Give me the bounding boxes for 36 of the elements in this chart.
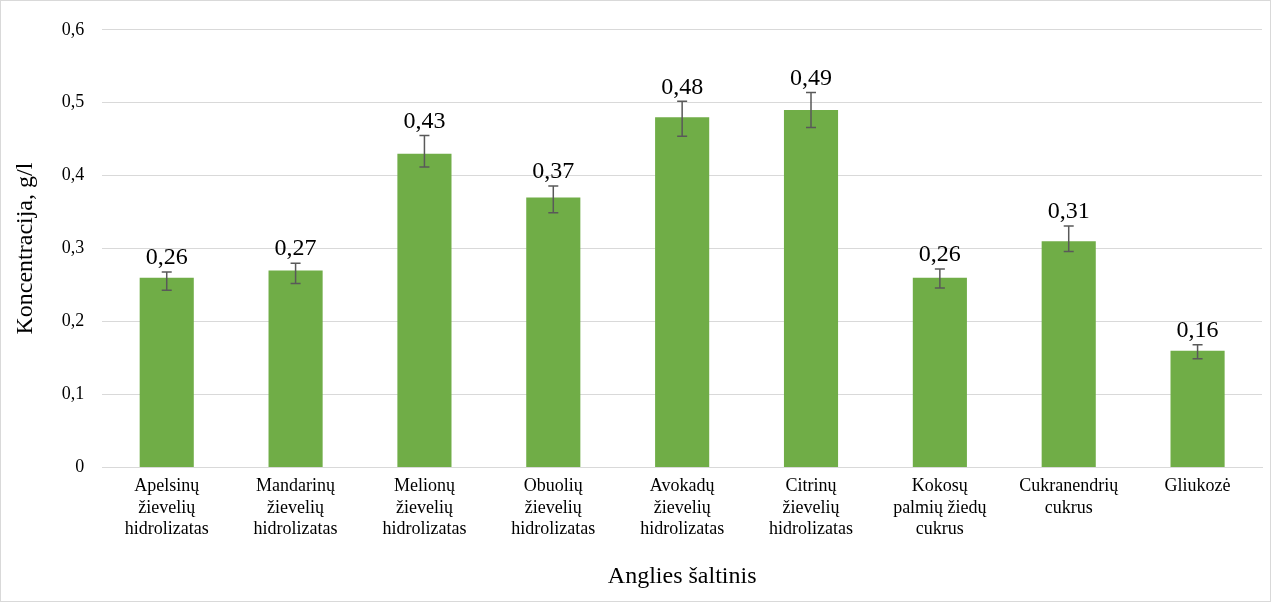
x-tick-label: Mandarinų žievelių hidrolizatas [253, 474, 338, 539]
y-axis-title: Koncentracija, g/l [10, 162, 37, 335]
data-label: 0,16 [1176, 316, 1219, 343]
x-tick-label: Obuolių žievelių hidrolizatas [511, 474, 596, 539]
bar [783, 110, 839, 467]
x-tick-label: Melionų žievelių hidrolizatas [382, 474, 467, 539]
data-label: 0,43 [403, 106, 446, 133]
data-label: 0,49 [790, 63, 833, 90]
data-label: 0,26 [145, 243, 188, 270]
x-tick-label: Gliukozė [1164, 474, 1231, 495]
y-tick-label: 0,2 [61, 310, 85, 331]
x-tick-label: Cukranendrių cukrus [1019, 474, 1120, 517]
data-label: 0,31 [1047, 197, 1090, 224]
bar [268, 270, 323, 467]
x-axis-title: Anglies šaltinis [607, 561, 757, 588]
y-tick-label: 0,1 [61, 383, 85, 404]
bar [912, 277, 967, 467]
x-tick-label: Apelsinų žievelių hidrolizatas [124, 474, 209, 539]
y-tick-label: 0 [75, 456, 85, 477]
bar [397, 153, 452, 467]
data-label: 0,26 [918, 240, 961, 267]
x-tick-label: Citrinų žievelių hidrolizatas [769, 474, 853, 539]
bar [526, 197, 581, 467]
bar [655, 117, 710, 467]
x-tick-label: Kokosų palmių žiedų cukrus [893, 474, 988, 539]
data-label: 0,37 [532, 157, 575, 184]
y-tick-label: 0,3 [61, 237, 85, 258]
bar [1170, 350, 1225, 467]
data-label: 0,48 [661, 72, 704, 99]
bar [1041, 241, 1096, 467]
data-label: 0,27 [274, 234, 317, 261]
y-tick-label: 0,6 [61, 18, 85, 39]
y-tick-label: 0,5 [61, 91, 85, 112]
x-tick-label: Avokadų žievelių hidrolizatas [640, 474, 725, 539]
bar [139, 277, 194, 467]
y-tick-label: 0,4 [61, 164, 85, 185]
